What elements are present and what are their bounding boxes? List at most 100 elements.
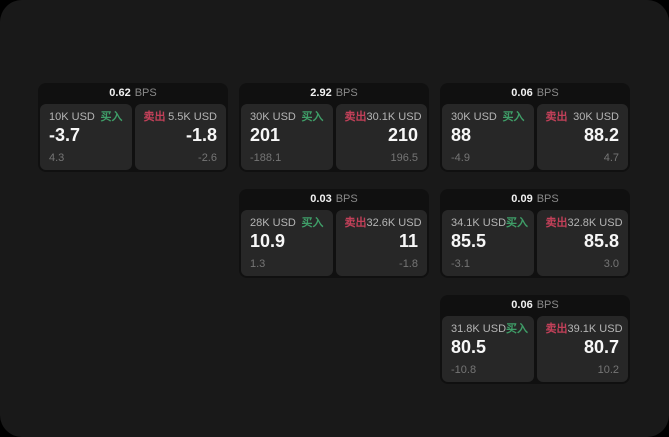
quote-panels: 30K USD 买入 88 -4.9 卖出 30K USD 88.2 4.7	[442, 104, 628, 170]
quote-card: 0.06 BPS 30K USD 买入 88 -4.9 卖出 30K USD	[440, 83, 630, 172]
bps-unit-label: BPS	[536, 299, 559, 311]
quote-panels: 28K USD 买入 10.9 1.3 卖出 32.6K USD 11 -1.8	[241, 210, 427, 276]
quote-panels: 10K USD 买入 -3.7 4.3 卖出 5.5K USD -1.8 -2.…	[40, 104, 226, 170]
buy-side-label: 买入	[506, 217, 529, 229]
buy-sub-value: -188.1	[250, 151, 282, 164]
sell-panel-header: 卖出 32.6K USD	[344, 217, 422, 229]
sell-panel[interactable]: 卖出 32.6K USD 11 -1.8	[335, 210, 427, 276]
buy-price: -3.7	[49, 125, 81, 146]
buy-side-label: 买入	[506, 323, 529, 335]
bps-unit-label: BPS	[536, 87, 559, 99]
buy-panel[interactable]: 30K USD 买入 88 -4.9	[442, 104, 534, 170]
sell-amount: 30.1K USD	[366, 111, 422, 123]
bps-header: 0.03 BPS	[239, 189, 429, 210]
buy-side-label: 买入	[100, 111, 123, 123]
sell-side-label: 卖出	[545, 323, 568, 335]
quote-grid: 0.62 BPS 10K USD 买入 -3.7 4.3 卖出 5.5K USD	[38, 83, 630, 384]
sell-sub-value: 196.5	[390, 151, 418, 164]
bps-header: 0.09 BPS	[440, 189, 630, 210]
buy-price: 10.9	[250, 231, 286, 252]
buy-price: 201	[250, 125, 281, 146]
quote-card: 0.03 BPS 28K USD 买入 10.9 1.3 卖出 32.6K US…	[239, 189, 429, 278]
buy-sub-value: -3.1	[451, 257, 470, 270]
sell-price: 85.8	[583, 231, 619, 252]
sell-panel-header: 卖出 30.1K USD	[344, 111, 422, 123]
sell-sub-value: 4.7	[603, 151, 619, 164]
sell-panel[interactable]: 卖出 30.1K USD 210 196.5	[335, 104, 427, 170]
buy-panel[interactable]: 10K USD 买入 -3.7 4.3	[40, 104, 132, 170]
sell-side-label: 卖出	[545, 111, 568, 123]
buy-price: 85.5	[451, 231, 487, 252]
sell-side-label: 卖出	[344, 217, 367, 229]
quote-panels: 31.8K USD 买入 80.5 -10.8 卖出 39.1K USD 80.…	[442, 316, 628, 382]
quote-panels: 34.1K USD 买入 85.5 -3.1 卖出 32.8K USD 85.8…	[442, 210, 628, 276]
buy-amount: 30K USD	[451, 111, 497, 123]
quote-card: 2.92 BPS 30K USD 买入 201 -188.1 卖出 30.1K …	[239, 83, 429, 172]
sell-amount: 32.6K USD	[366, 217, 422, 229]
buy-sub-value: -4.9	[451, 151, 470, 164]
quote-panels: 30K USD 买入 201 -188.1 卖出 30.1K USD 210 1…	[241, 104, 427, 170]
sell-panel-header: 卖出 39.1K USD	[545, 323, 623, 335]
sell-price: -1.8	[185, 125, 217, 146]
quote-card: 0.62 BPS 10K USD 买入 -3.7 4.3 卖出 5.5K USD	[38, 83, 228, 172]
sell-panel-header: 卖出 30K USD	[546, 111, 620, 123]
buy-panel[interactable]: 34.1K USD 买入 85.5 -3.1	[442, 210, 534, 276]
buy-side-label: 买入	[502, 111, 525, 123]
buy-panel-header: 28K USD 买入	[250, 217, 324, 229]
bps-unit-label: BPS	[335, 87, 358, 99]
bps-unit-label: BPS	[335, 193, 358, 205]
buy-amount: 28K USD	[250, 217, 296, 229]
bps-header: 0.06 BPS	[440, 83, 630, 104]
sell-panel-header: 卖出 5.5K USD	[144, 111, 218, 123]
sell-amount: 32.8K USD	[567, 217, 623, 229]
bps-value: 2.92	[310, 87, 332, 99]
buy-sub-value: 1.3	[250, 257, 266, 270]
buy-panel-header: 31.8K USD 买入	[451, 323, 529, 335]
bps-value: 0.06	[511, 87, 533, 99]
bps-unit-label: BPS	[134, 87, 157, 99]
sell-amount: 30K USD	[573, 111, 619, 123]
buy-side-label: 买入	[301, 217, 324, 229]
sell-sub-value: -2.6	[198, 151, 217, 164]
sell-amount: 39.1K USD	[567, 323, 623, 335]
bps-value: 0.09	[511, 193, 533, 205]
buy-amount: 31.8K USD	[451, 323, 507, 335]
buy-sub-value: -10.8	[451, 363, 477, 376]
bps-header: 2.92 BPS	[239, 83, 429, 104]
buy-panel-header: 30K USD 买入	[451, 111, 525, 123]
bps-value: 0.62	[109, 87, 131, 99]
buy-price: 88	[451, 125, 472, 146]
sell-panel[interactable]: 卖出 39.1K USD 80.7 10.2	[536, 316, 628, 382]
buy-panel[interactable]: 30K USD 买入 201 -188.1	[241, 104, 333, 170]
buy-panel[interactable]: 28K USD 买入 10.9 1.3	[241, 210, 333, 276]
sell-side-label: 卖出	[344, 111, 367, 123]
sell-side-label: 卖出	[143, 111, 166, 123]
bps-value: 0.06	[511, 299, 533, 311]
quote-card: 0.06 BPS 31.8K USD 买入 80.5 -10.8 卖出 39.1…	[440, 295, 630, 384]
buy-amount: 30K USD	[250, 111, 296, 123]
bps-header: 0.62 BPS	[38, 83, 228, 104]
buy-price: 80.5	[451, 337, 487, 358]
bps-value: 0.03	[310, 193, 332, 205]
buy-panel-header: 10K USD 买入	[49, 111, 123, 123]
buy-panel[interactable]: 31.8K USD 买入 80.5 -10.8	[442, 316, 534, 382]
sell-sub-value: -1.8	[399, 257, 418, 270]
quote-card: 0.09 BPS 34.1K USD 买入 85.5 -3.1 卖出 32.8K…	[440, 189, 630, 278]
buy-panel-header: 30K USD 买入	[250, 111, 324, 123]
buy-amount: 10K USD	[49, 111, 95, 123]
sell-price: 210	[387, 125, 418, 146]
sell-amount: 5.5K USD	[168, 111, 217, 123]
sell-panel[interactable]: 卖出 30K USD 88.2 4.7	[536, 104, 628, 170]
sell-price: 80.7	[583, 337, 619, 358]
sell-price: 88.2	[583, 125, 619, 146]
sell-panel-header: 卖出 32.8K USD	[545, 217, 623, 229]
sell-panel[interactable]: 卖出 32.8K USD 85.8 3.0	[536, 210, 628, 276]
sell-sub-value: 10.2	[597, 363, 619, 376]
sell-price: 11	[398, 231, 418, 252]
sell-sub-value: 3.0	[603, 257, 619, 270]
bps-header: 0.06 BPS	[440, 295, 630, 316]
sell-side-label: 卖出	[545, 217, 568, 229]
sell-panel[interactable]: 卖出 5.5K USD -1.8 -2.6	[134, 104, 226, 170]
buy-sub-value: 4.3	[49, 151, 65, 164]
